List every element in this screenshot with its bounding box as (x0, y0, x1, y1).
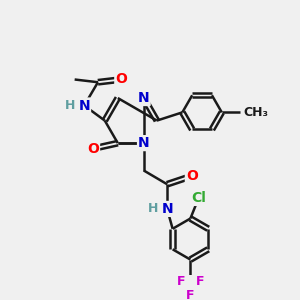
Text: F: F (177, 275, 185, 288)
Text: F: F (186, 289, 195, 300)
Text: Cl: Cl (191, 191, 206, 205)
Text: N: N (138, 136, 150, 150)
Text: N: N (138, 91, 150, 105)
Text: H: H (148, 202, 159, 215)
Text: O: O (87, 142, 99, 156)
Text: O: O (115, 73, 127, 86)
Text: CH₃: CH₃ (244, 106, 269, 119)
Text: N: N (161, 202, 173, 216)
Text: O: O (186, 169, 198, 183)
Text: F: F (196, 275, 204, 288)
Text: H: H (65, 99, 76, 112)
Text: N: N (78, 98, 90, 112)
